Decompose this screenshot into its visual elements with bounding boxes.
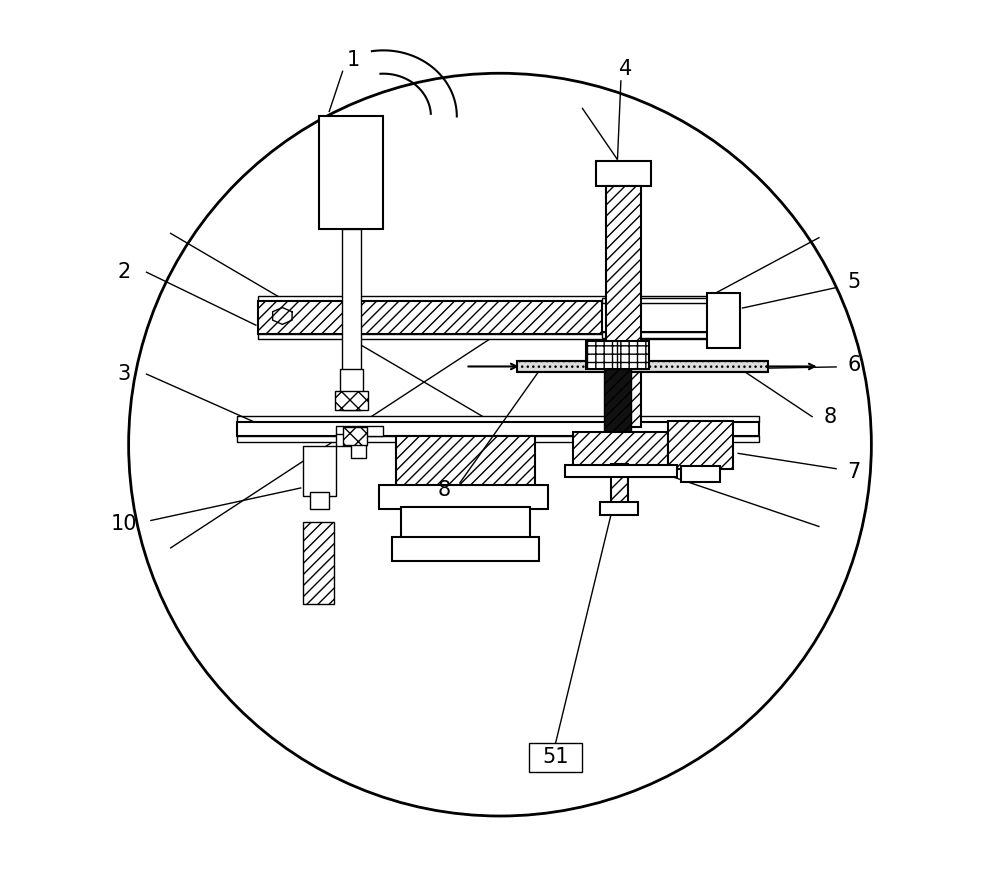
Bar [602,303,738,332]
Bar [600,501,638,515]
Bar [586,341,649,369]
Bar [565,465,677,477]
Bar [237,422,759,436]
Text: 51: 51 [542,747,569,767]
Bar [258,334,720,339]
Bar [611,464,628,505]
Bar [596,161,651,186]
Text: 8: 8 [437,480,450,500]
Bar [258,296,720,301]
Bar [379,485,548,509]
Bar [392,537,539,562]
Text: 8: 8 [823,407,836,427]
Bar [335,391,368,410]
Bar [517,361,768,372]
Bar [340,369,363,394]
Bar [342,228,361,410]
Bar [336,434,366,446]
Bar [336,426,383,436]
Bar [237,416,759,422]
Text: 4: 4 [619,59,632,79]
Bar [604,369,631,431]
Text: 3: 3 [118,364,131,384]
Bar [606,186,641,427]
Bar [319,117,383,228]
Text: 2: 2 [118,262,131,282]
Bar [681,467,720,481]
Bar [396,436,535,487]
Text: 6: 6 [847,355,861,375]
Bar [573,432,668,467]
Text: 7: 7 [847,462,861,482]
Bar [668,421,733,469]
Bar [310,492,329,509]
FancyBboxPatch shape [529,743,582,772]
Bar [401,507,530,540]
Bar [602,298,738,303]
Bar [237,436,759,442]
Text: 1: 1 [347,51,360,71]
Text: 10: 10 [111,514,138,534]
Text: 5: 5 [847,272,861,292]
Bar [303,446,336,496]
Bar [707,293,740,348]
Bar [258,301,720,334]
Bar [351,444,366,458]
Bar [303,522,334,604]
Bar [343,427,367,445]
Bar [602,332,738,337]
